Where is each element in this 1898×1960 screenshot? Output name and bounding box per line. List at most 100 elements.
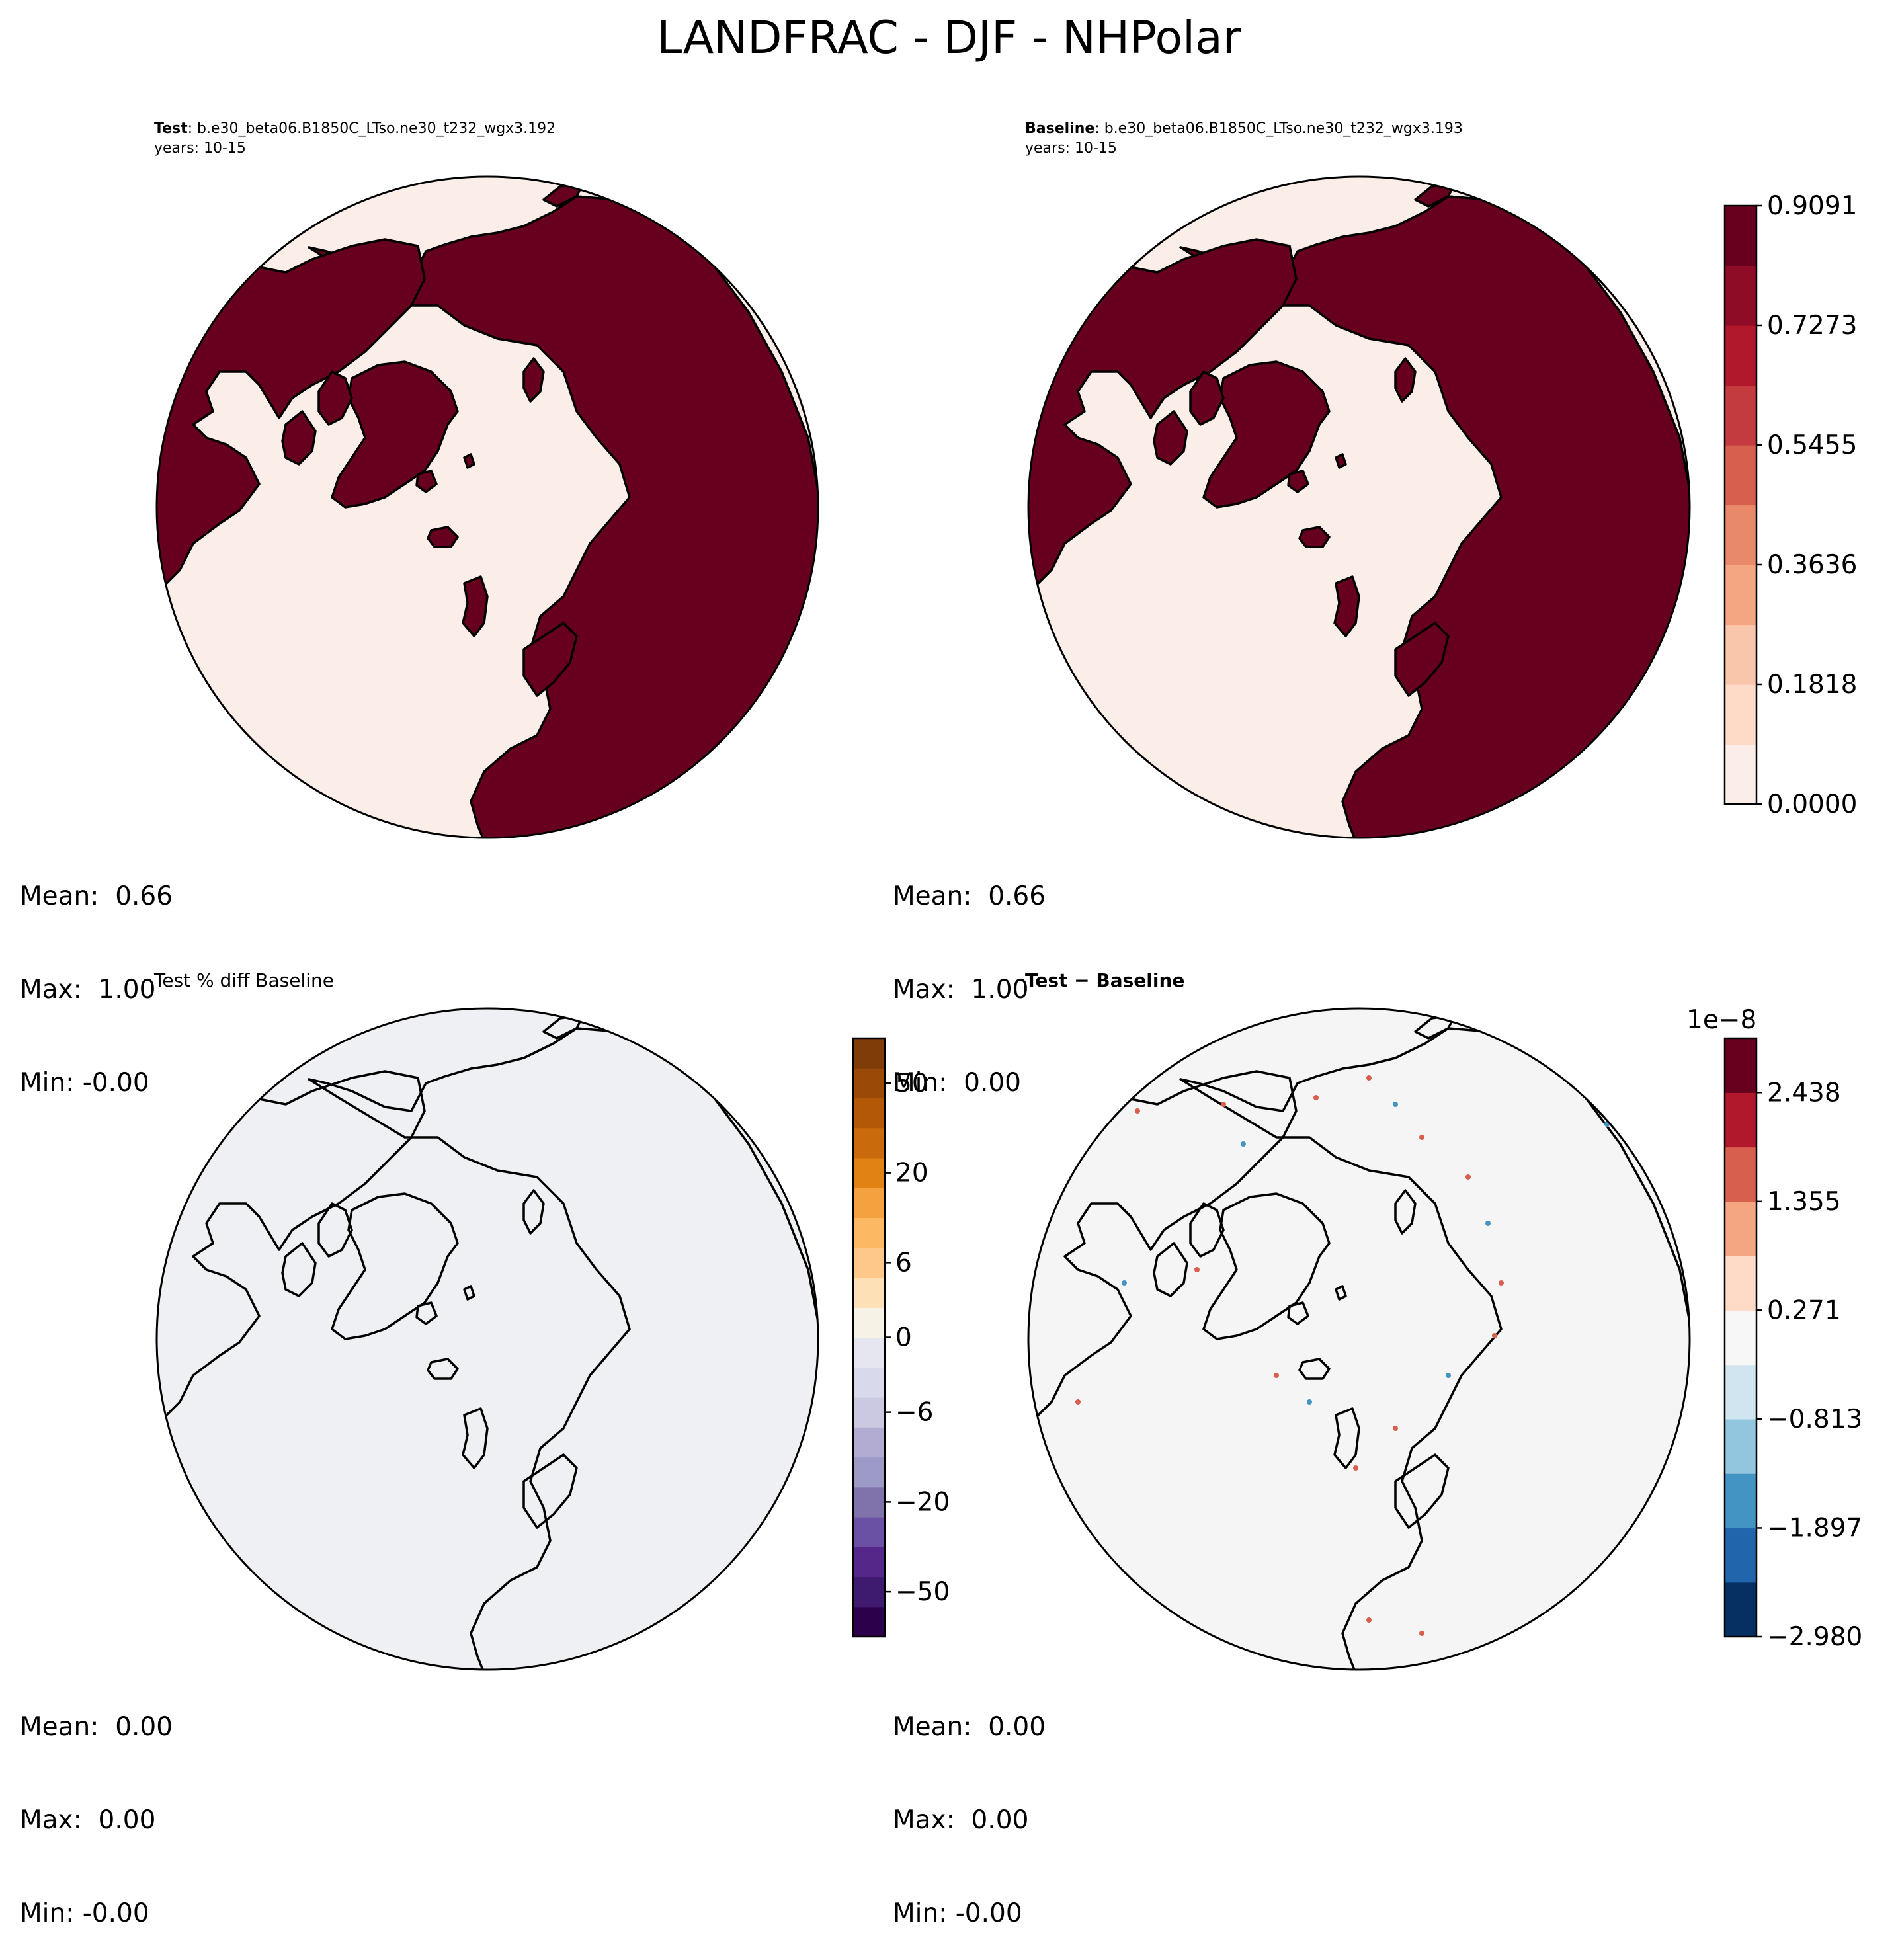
colorbar-tick-label: 0.5455 <box>1767 430 1857 460</box>
colorbar-segment <box>853 1457 885 1488</box>
colorbar-segment <box>853 1517 885 1547</box>
diff-speckle <box>1353 1465 1358 1471</box>
colorbar-segment <box>853 1397 885 1428</box>
colorbar-segment <box>1725 1256 1756 1311</box>
coastline-britain <box>462 1407 489 1469</box>
coastline-svalbard <box>415 1301 438 1325</box>
baseline-stat-mean: Mean: 0.66 <box>893 881 1046 911</box>
diff-speckle <box>1194 1267 1200 1272</box>
diff-stats: Mean: 0.00 Max: 0.00 Min: -0.00 <box>893 1649 1046 1960</box>
diff-speckle <box>1465 1174 1471 1180</box>
colorbar-segment <box>1725 1310 1756 1366</box>
diff-title-bold: Test − Baseline <box>1025 969 1185 991</box>
colorbar-segment <box>853 1278 885 1308</box>
colorbar-frame <box>1723 204 1758 805</box>
map-boundary-circle <box>155 1007 819 1671</box>
colorbar-segment <box>853 1307 885 1338</box>
diff-panel-title: Test − Baseline <box>1025 971 1184 991</box>
coastline-northAmerica <box>157 1070 426 1416</box>
pct-diff-panel-title: Test % diff Baseline <box>154 969 335 991</box>
colorbar-segment <box>853 1247 885 1278</box>
colorbar-segment <box>1725 445 1756 506</box>
diff-speckle <box>1492 1333 1497 1338</box>
coastline-britain <box>1333 1407 1360 1469</box>
colorbar-tick-label: 2.438 <box>1767 1078 1841 1108</box>
colorbar-frame <box>1723 1037 1758 1638</box>
landfrac-colorbar: 0.0000 0.1818 0.3636 0.5455 0.7273 0.9091 <box>1723 191 1857 819</box>
colorbar-segment <box>1725 1364 1756 1420</box>
test-title-bold: Test <box>154 120 188 137</box>
colorbar-tick-label: −50 <box>895 1577 950 1607</box>
baseline-title-bold: Baseline <box>1025 120 1095 137</box>
pct-diff-stats: Mean: 0.00 Max: 0.00 Min: -0.00 <box>20 1649 173 1960</box>
colorbar-segment <box>1725 1473 1756 1529</box>
coastline-novaya <box>522 357 545 403</box>
colorbar-segment <box>853 1337 885 1368</box>
coastline-franzjosef <box>463 1285 475 1301</box>
coastline-greenland <box>331 360 459 509</box>
diff-speckle <box>1485 1221 1491 1226</box>
colorbar-segment <box>853 1427 885 1458</box>
baseline-stat-min: Min: 0.00 <box>893 1068 1021 1098</box>
coastline-eurasia <box>308 195 818 838</box>
colorbar-segment <box>853 1217 885 1248</box>
diff-speckle <box>1419 1631 1424 1636</box>
colorbar-segment <box>1725 1038 1756 1093</box>
abs-diff-colorbar: −2.980 −1.897 −0.813 0.271 1.355 2.438 <box>1723 1037 1862 1652</box>
coastline-archipelago <box>317 1202 353 1258</box>
colorbar-segment <box>1725 1147 1756 1202</box>
abs-diff-offset-label: 1e−8 <box>1686 1005 1757 1035</box>
diff-speckle <box>1221 1102 1226 1107</box>
colorbar-segment <box>853 1606 885 1637</box>
diff-speckle <box>1313 1095 1319 1100</box>
colorbar-segment <box>1725 1201 1756 1256</box>
colorbar-tick-label: −20 <box>895 1487 950 1517</box>
map-field-group <box>1028 177 1690 838</box>
ocean-fill <box>1028 1008 1690 1670</box>
colorbar-tick-label: 0.0000 <box>1767 790 1857 819</box>
colorbar-segment <box>853 1367 885 1398</box>
figure-title: LANDFRAC - DJF - NHPolar <box>657 12 1241 64</box>
coastline-scandinavia <box>522 1453 578 1529</box>
coastline-scandinavia <box>522 622 578 697</box>
baseline-title-case: : b.e30_beta06.B1850C_LTso.ne30_t232_wgx… <box>1094 120 1463 137</box>
coastline-archipelago <box>1189 370 1225 426</box>
colorbar-tick-label: 0 <box>895 1323 912 1353</box>
diff-speckle <box>1135 1108 1140 1114</box>
diff-speckle <box>1419 1135 1424 1140</box>
diff-speckle <box>1075 1399 1081 1405</box>
coastline-iceland <box>1298 1358 1331 1380</box>
colorbar-tick-label: 0.271 <box>1767 1295 1841 1325</box>
coastline-northAmerica <box>157 238 426 585</box>
diff-speckle <box>1585 1082 1590 1087</box>
pct-diff-stat-max: Max: 0.00 <box>20 1805 156 1835</box>
coastline-baffin <box>1153 1242 1188 1297</box>
colorbar-segment <box>1725 1528 1756 1583</box>
colorbar-segment <box>1725 565 1756 626</box>
diff-speckle <box>1393 1102 1398 1107</box>
coastline-baffin <box>281 1242 317 1297</box>
colorbar-segment <box>1725 206 1756 266</box>
colorbar-tick-label: −1.897 <box>1767 1513 1862 1543</box>
coastline-scandinavia <box>1394 1453 1450 1529</box>
colorbar-tick-label: −2.980 <box>1767 1622 1862 1652</box>
coastline-iceland <box>1298 526 1331 548</box>
colorbar-tick-label: 0.1818 <box>1767 670 1857 700</box>
diff-speckle <box>1307 1399 1312 1405</box>
test-years: years: 10-15 <box>154 140 246 157</box>
colorbar-segment <box>1725 744 1756 805</box>
colorbar-segment <box>1725 385 1756 446</box>
coastline-eurasia <box>1179 1027 1690 1670</box>
colorbar-segment <box>853 1547 885 1578</box>
colorbar-segment <box>853 1487 885 1518</box>
diff-speckle <box>1499 1280 1504 1286</box>
diff-map <box>1027 1007 1691 1671</box>
colorbar-segment <box>1725 265 1756 326</box>
coastline-britain <box>462 575 489 637</box>
colorbar-tick-label: 0.7273 <box>1767 311 1857 341</box>
map-boundary-circle <box>1027 175 1691 839</box>
diff-speckle <box>1366 1617 1372 1623</box>
coastline-baffin <box>281 410 317 466</box>
coastline-franzjosef <box>1335 453 1347 469</box>
map-field-group <box>157 1008 818 1670</box>
